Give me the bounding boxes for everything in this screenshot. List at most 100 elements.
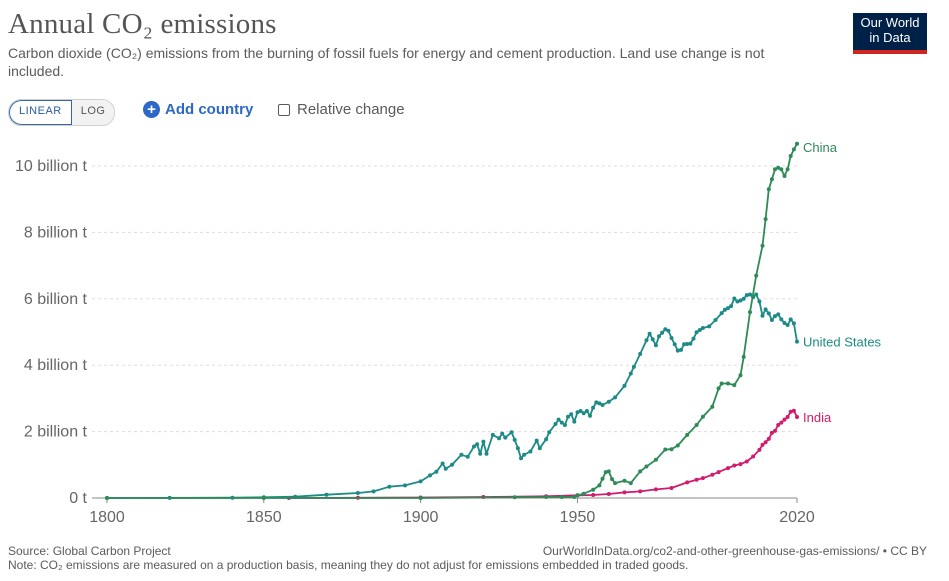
data-point-united-states (575, 410, 580, 415)
data-point-united-states (791, 321, 796, 326)
data-point-united-states (537, 446, 542, 451)
data-point-united-states (666, 328, 671, 333)
data-point-india (782, 417, 787, 422)
data-point-china (603, 470, 608, 475)
data-point-united-states (760, 313, 765, 318)
data-point-united-states (732, 296, 737, 301)
linear-scale-button[interactable]: LINEAR (9, 100, 72, 125)
data-point-united-states (766, 311, 771, 316)
data-point-india (791, 408, 796, 413)
data-point-china (785, 167, 790, 172)
data-point-united-states (497, 436, 501, 441)
data-point-united-states (553, 422, 558, 426)
data-point-china (700, 414, 705, 419)
add-country-button[interactable]: + Add country (143, 101, 253, 118)
data-point-united-states (795, 339, 799, 344)
emissions-line-chart: 0 t 2 billion t 4 billion t 6 billion t 8 bi… (15, 140, 882, 526)
data-point-china (779, 167, 784, 172)
series-line-india (288, 409, 798, 499)
data-point-china (418, 496, 423, 500)
logo-line-1: Our World (860, 15, 920, 30)
data-point-china (788, 154, 793, 158)
y-tick-label: 2 billion t (24, 424, 88, 441)
data-point-united-states (757, 299, 762, 304)
data-point-china (597, 483, 602, 488)
data-point-india (751, 454, 756, 459)
data-point-united-states (700, 326, 705, 330)
y-tick-label: 4 billion t (24, 357, 88, 374)
data-point-united-states (578, 409, 583, 413)
y-tick-label: 0 t (69, 490, 87, 507)
data-point-china (581, 491, 586, 496)
relative-change-label: Relative change (297, 101, 405, 118)
data-point-india (710, 472, 715, 477)
data-point-china (628, 481, 633, 486)
data-point-china (791, 147, 796, 152)
data-point-india (606, 492, 611, 496)
data-point-china (591, 487, 596, 492)
data-point-india (685, 480, 690, 485)
data-point-united-states (628, 371, 633, 376)
data-point-united-states (591, 405, 596, 410)
data-point-united-states (669, 336, 674, 340)
data-point-china (575, 493, 580, 498)
data-point-china (710, 404, 715, 409)
relative-change-toggle[interactable]: Relative change (278, 101, 405, 118)
data-point-china (610, 477, 614, 482)
chart-gridlines (92, 165, 797, 433)
data-point-united-states (675, 348, 680, 353)
data-point-china (776, 165, 781, 170)
y-axis-tick-labels: 0 t 2 billion t 4 billion t 6 billion t 8 bi… (15, 158, 88, 507)
data-point-india (769, 430, 774, 435)
log-scale-button[interactable]: LOG (71, 100, 115, 125)
data-point-india (795, 415, 799, 419)
series-label-united-states: United States (803, 335, 882, 350)
data-point-china (638, 469, 643, 474)
data-point-united-states (459, 452, 464, 457)
data-point-united-states (597, 401, 602, 406)
data-point-china (726, 381, 730, 386)
data-point-china (653, 457, 658, 462)
data-point-china (685, 432, 690, 437)
data-point-china (769, 177, 774, 182)
data-point-india (766, 436, 771, 441)
data-point-united-states (769, 318, 774, 322)
data-point-india (700, 476, 705, 481)
data-point-united-states (490, 432, 495, 437)
data-point-united-states (606, 399, 611, 404)
data-point-china (105, 496, 109, 500)
data-point-united-states (631, 364, 636, 369)
data-point-china (644, 464, 649, 469)
data-point-united-states (682, 342, 687, 347)
y-tick-label: 8 billion t (24, 224, 88, 241)
data-point-united-states (663, 327, 668, 332)
data-point-united-states (653, 343, 658, 348)
footer-source: Source: Global Carbon Project (8, 544, 171, 558)
data-point-china (675, 443, 680, 448)
data-point-united-states (509, 430, 514, 435)
data-point-china (261, 496, 266, 500)
data-point-united-states (744, 293, 749, 298)
data-point-united-states (440, 461, 445, 466)
data-point-china (766, 187, 771, 192)
owid-logo[interactable]: Our World in Data (853, 13, 927, 54)
data-point-china (622, 478, 627, 483)
footer-url[interactable]: OurWorldInData.org/co2-and-other-greenho… (542, 544, 927, 558)
data-point-united-states (660, 330, 665, 335)
data-point-united-states (465, 454, 470, 459)
data-point-united-states (622, 383, 627, 388)
data-point-china (773, 167, 777, 172)
data-point-united-states (748, 292, 752, 297)
data-point-india (716, 470, 721, 475)
data-point-united-states (735, 299, 740, 304)
data-point-china (716, 386, 721, 391)
data-point-india (591, 493, 596, 497)
data-point-china (748, 310, 752, 315)
data-point-india (785, 415, 790, 419)
data-point-united-states (776, 312, 781, 317)
data-point-united-states (741, 296, 746, 301)
data-point-united-states (484, 451, 489, 456)
data-point-united-states (562, 423, 567, 427)
data-point-united-states (722, 307, 727, 312)
relative-change-checkbox[interactable] (278, 103, 290, 116)
